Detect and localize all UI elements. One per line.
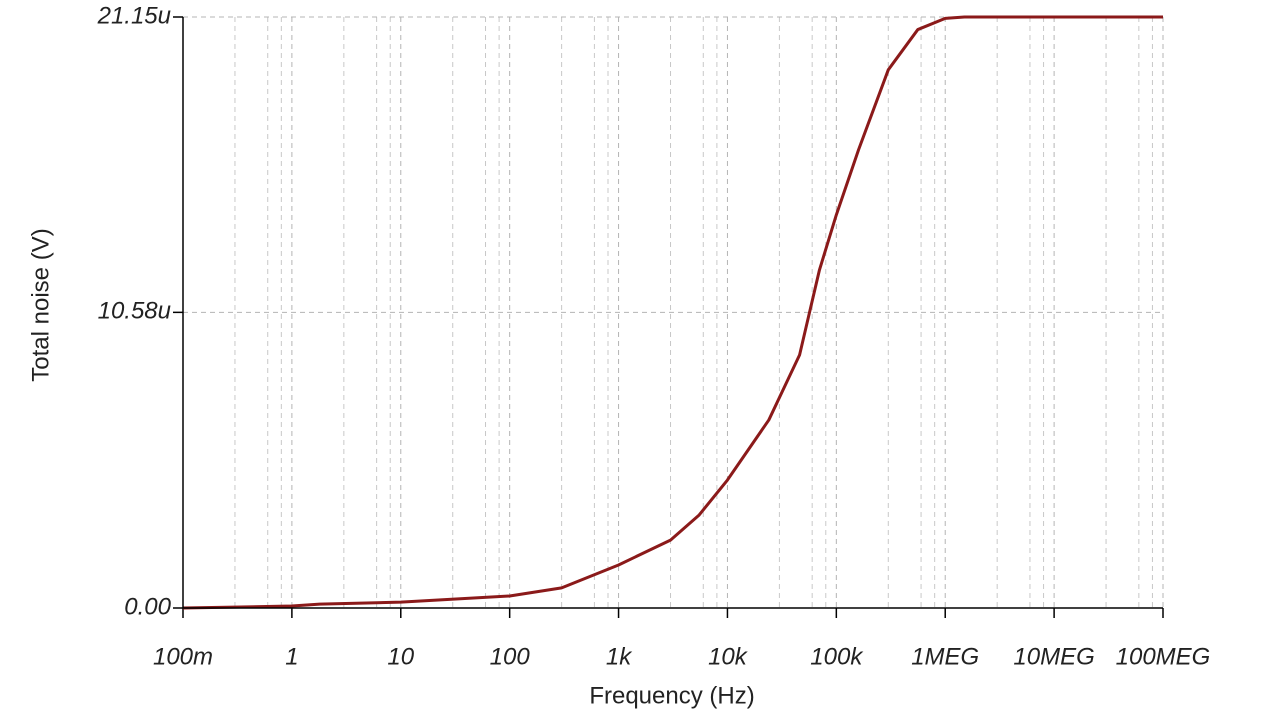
x-tick-label: 1k [606,643,633,670]
x-tick-label: 1MEG [911,643,979,670]
line [182,15,1163,610]
x-tick-label: 10k [708,643,749,670]
x-tick-label: 10 [387,643,414,670]
x-tick-label: 100 [490,643,531,670]
x-tick-label: 10MEG [1013,643,1094,670]
y-tick-label: 10.58u [98,298,171,325]
y-axis-label: Total noise (V) [27,228,54,381]
x-tick-label: 100k [810,643,864,670]
x-tick-label: 1 [285,643,298,670]
y-tick-label: 0.00 [124,593,171,620]
y-tick-label: 21.15u [97,2,171,29]
x-axis-label: Frequency (Hz) [589,682,754,709]
x-tick-label: 100m [153,643,213,670]
x-tick-label: 100MEG [1116,643,1211,670]
plot [182,15,1163,610]
